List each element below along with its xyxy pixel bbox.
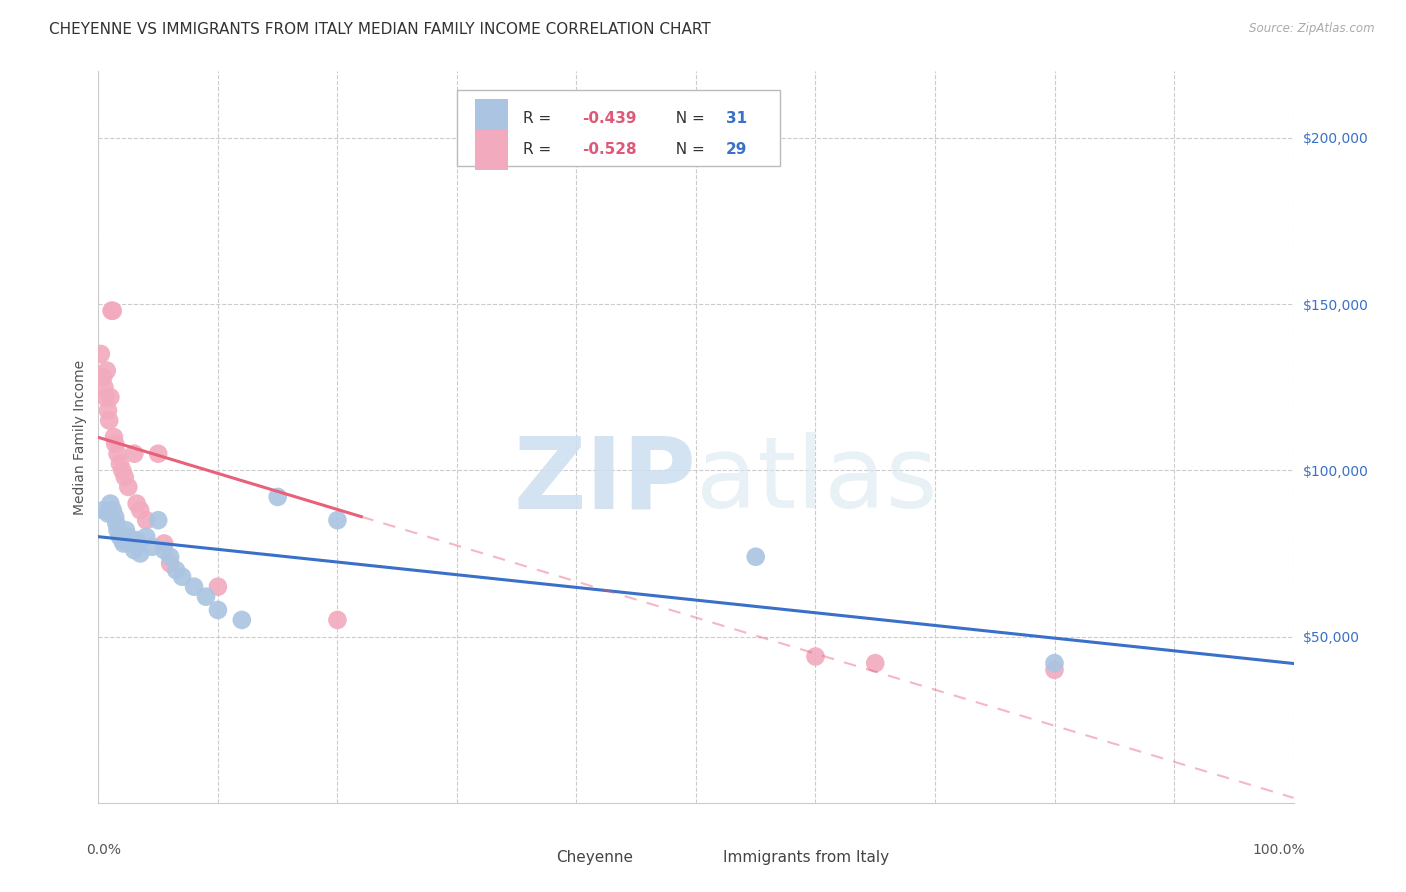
- Point: [98, 497, 122, 511]
- Point: [120, 536, 142, 550]
- Point: [159, 557, 181, 571]
- Y-axis label: Median Family Income: Median Family Income: [73, 359, 87, 515]
- Text: N =: N =: [666, 112, 710, 127]
- Point: [207, 603, 229, 617]
- Point: [91, 370, 114, 384]
- Point: [865, 656, 887, 670]
- Point: [326, 513, 349, 527]
- Text: R =: R =: [523, 112, 555, 127]
- Text: Cheyenne: Cheyenne: [557, 850, 633, 865]
- Point: [148, 513, 170, 527]
- Text: Source: ZipAtlas.com: Source: ZipAtlas.com: [1250, 22, 1375, 36]
- Point: [112, 536, 135, 550]
- Point: [159, 549, 181, 564]
- Text: 31: 31: [725, 112, 747, 127]
- Point: [135, 530, 157, 544]
- Point: [93, 380, 115, 394]
- Point: [141, 540, 163, 554]
- Point: [115, 523, 138, 537]
- Point: [745, 549, 768, 564]
- Point: [114, 470, 136, 484]
- Point: [183, 580, 205, 594]
- Point: [104, 436, 127, 450]
- Point: [129, 503, 152, 517]
- FancyBboxPatch shape: [523, 849, 548, 866]
- Point: [165, 563, 187, 577]
- Point: [153, 543, 176, 558]
- Point: [125, 533, 148, 548]
- Point: [108, 457, 131, 471]
- Point: [125, 497, 148, 511]
- Point: [267, 490, 290, 504]
- Point: [96, 363, 118, 377]
- Point: [103, 430, 125, 444]
- Point: [124, 447, 146, 461]
- Point: [1043, 663, 1066, 677]
- FancyBboxPatch shape: [475, 129, 509, 169]
- Point: [153, 536, 176, 550]
- Point: [148, 447, 170, 461]
- Text: -0.528: -0.528: [582, 142, 637, 157]
- Point: [101, 303, 124, 318]
- Text: 100.0%: 100.0%: [1253, 843, 1306, 857]
- Point: [326, 613, 349, 627]
- Point: [98, 390, 122, 404]
- Text: atlas: atlas: [696, 433, 938, 530]
- Point: [104, 509, 127, 524]
- Text: ZIP: ZIP: [513, 433, 696, 530]
- Point: [90, 347, 112, 361]
- Text: -0.439: -0.439: [582, 112, 637, 127]
- Text: CHEYENNE VS IMMIGRANTS FROM ITALY MEDIAN FAMILY INCOME CORRELATION CHART: CHEYENNE VS IMMIGRANTS FROM ITALY MEDIAN…: [49, 22, 711, 37]
- Point: [107, 523, 129, 537]
- Text: N =: N =: [666, 142, 710, 157]
- Text: 0.0%: 0.0%: [87, 843, 121, 857]
- Text: 29: 29: [725, 142, 747, 157]
- Point: [111, 533, 134, 548]
- Point: [97, 403, 120, 417]
- Point: [117, 530, 139, 544]
- Point: [107, 447, 129, 461]
- Point: [117, 480, 139, 494]
- Point: [207, 580, 229, 594]
- Point: [804, 649, 827, 664]
- Point: [100, 303, 122, 318]
- FancyBboxPatch shape: [457, 90, 779, 167]
- Point: [111, 463, 134, 477]
- Point: [94, 390, 117, 404]
- FancyBboxPatch shape: [475, 99, 509, 139]
- Text: R =: R =: [523, 142, 555, 157]
- Point: [108, 530, 131, 544]
- Point: [135, 513, 157, 527]
- Point: [1043, 656, 1066, 670]
- Point: [98, 413, 121, 427]
- Point: [105, 516, 128, 531]
- Point: [124, 543, 146, 558]
- Point: [172, 570, 194, 584]
- Point: [195, 590, 218, 604]
- Point: [129, 546, 152, 560]
- Text: Immigrants from Italy: Immigrants from Italy: [724, 850, 890, 865]
- Point: [101, 503, 124, 517]
- FancyBboxPatch shape: [690, 849, 716, 866]
- Point: [231, 613, 253, 627]
- Point: [91, 503, 114, 517]
- Point: [97, 507, 120, 521]
